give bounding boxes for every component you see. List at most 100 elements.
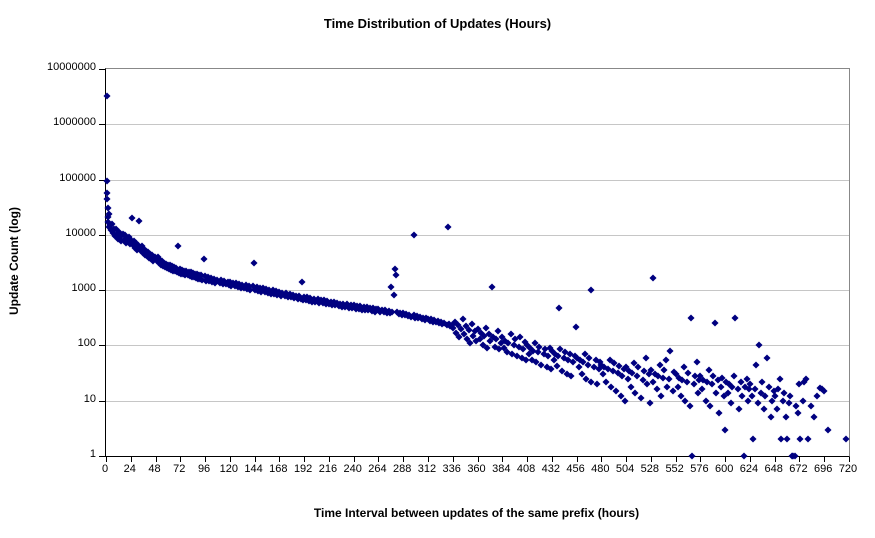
y-gridline	[106, 290, 849, 292]
x-axis-tick	[824, 457, 826, 462]
x-axis-tick	[328, 457, 330, 462]
x-axis-tick	[799, 457, 801, 462]
x-axis-tick	[130, 457, 132, 462]
x-axis-tick	[403, 457, 405, 462]
x-tick-label: 624	[739, 463, 759, 475]
data-point	[662, 356, 670, 364]
data-point	[749, 435, 757, 443]
x-tick-label: 240	[343, 463, 362, 475]
x-tick-label: 264	[368, 463, 387, 475]
data-point	[298, 278, 306, 286]
y-axis-tick	[99, 290, 105, 292]
x-axis-tick	[626, 457, 628, 462]
x-axis-tick	[353, 457, 355, 462]
x-tick-label: 504	[615, 463, 635, 475]
data-point	[593, 380, 601, 388]
data-point	[660, 366, 668, 374]
data-point	[776, 375, 784, 383]
data-point	[740, 452, 748, 460]
y-gridline	[106, 124, 849, 126]
data-point	[683, 378, 691, 386]
x-tick-label: 552	[665, 463, 684, 475]
data-point	[444, 223, 452, 231]
x-tick-label: 336	[442, 463, 461, 475]
x-tick-label: 0	[101, 463, 109, 475]
x-tick-label: 144	[244, 463, 263, 475]
data-point	[686, 402, 694, 410]
y-tick-label: 1000	[71, 282, 96, 295]
x-axis-tick	[205, 457, 207, 462]
data-point	[102, 92, 111, 100]
data-point	[390, 291, 398, 299]
x-axis-tick	[601, 457, 603, 462]
data-point	[804, 435, 812, 443]
x-axis-tick	[700, 457, 702, 462]
data-point	[711, 319, 719, 327]
y-tick-label: 100000	[59, 171, 96, 184]
x-axis-tick	[749, 457, 751, 462]
data-point	[813, 392, 821, 400]
x-axis-tick	[502, 457, 504, 462]
x-tick-label: 384	[492, 463, 511, 475]
y-gridline	[106, 400, 849, 402]
x-tick-label: 96	[197, 463, 211, 475]
y-tick-label: 1	[89, 448, 96, 460]
x-axis-tick	[849, 457, 850, 462]
data-point	[392, 271, 400, 279]
data-point	[794, 409, 802, 417]
x-axis-tick	[774, 457, 776, 462]
x-axis-tick	[106, 457, 107, 462]
data-point	[688, 452, 696, 460]
x-tick-label: 456	[566, 463, 585, 475]
data-point	[717, 383, 725, 391]
data-point	[792, 402, 800, 410]
x-axis-tick	[650, 457, 652, 462]
y-axis-tick	[99, 456, 105, 457]
data-point	[842, 435, 850, 443]
data-point	[824, 426, 832, 434]
data-point	[102, 177, 111, 185]
data-point	[135, 217, 143, 225]
data-point	[631, 389, 639, 397]
data-point	[687, 314, 695, 322]
data-point	[585, 354, 593, 362]
data-point	[200, 255, 208, 263]
x-tick-label: 720	[838, 463, 858, 475]
data-point	[738, 392, 746, 400]
x-tick-label: 216	[318, 463, 338, 475]
data-point	[642, 354, 650, 362]
x-axis-tick	[477, 457, 479, 462]
data-point	[555, 304, 563, 312]
data-point	[587, 286, 595, 294]
data-point	[665, 375, 673, 383]
x-tick-label: 48	[148, 463, 161, 475]
x-tick-label: 192	[293, 463, 313, 475]
y-axis-tick	[99, 234, 105, 236]
x-tick-label: 648	[764, 463, 783, 475]
data-point	[773, 405, 781, 413]
y-gridline	[106, 345, 849, 347]
y-axis-tick	[99, 179, 105, 181]
x-tick-label: 120	[219, 463, 238, 475]
x-tick-label: 288	[393, 463, 412, 475]
data-point	[735, 405, 743, 413]
data-point	[706, 402, 714, 410]
chart-title: Time Distribution of Updates (Hours)	[323, 16, 552, 31]
x-axis-tick	[576, 457, 578, 462]
data-point	[103, 195, 111, 203]
x-tick-label: 312	[417, 463, 437, 475]
x-axis-tick	[229, 457, 231, 462]
data-point	[758, 378, 766, 386]
data-point	[760, 405, 768, 413]
x-tick-label: 672	[789, 463, 808, 475]
y-tick-label: 10000000	[47, 61, 96, 73]
data-point	[799, 397, 807, 405]
x-tick-label: 72	[173, 463, 186, 475]
x-axis-tick	[279, 457, 281, 462]
y-tick-label: 1000000	[53, 116, 96, 129]
data-point	[783, 435, 791, 443]
data-point	[820, 387, 828, 395]
data-point	[712, 389, 720, 397]
data-point	[250, 259, 258, 267]
